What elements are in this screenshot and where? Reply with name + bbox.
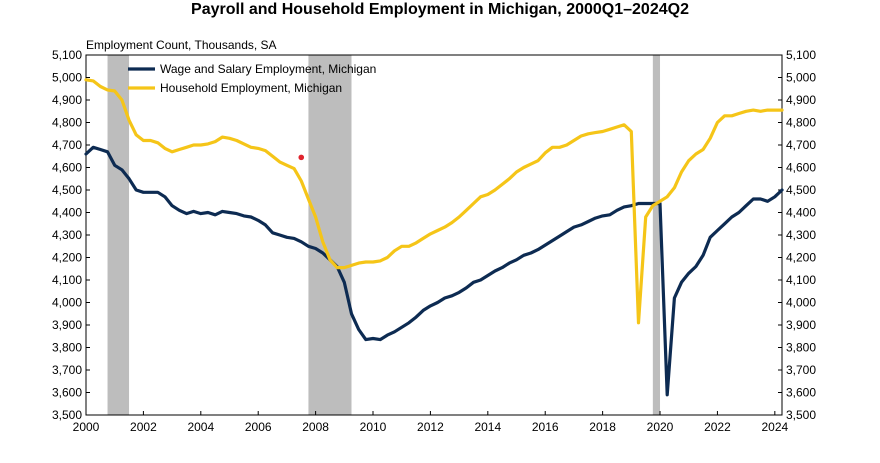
x-tick-label: 2014 bbox=[474, 420, 501, 434]
x-tick-label: 2018 bbox=[589, 420, 616, 434]
y-tick-label-right: 5,000 bbox=[786, 71, 816, 85]
legend-label-household: Household Employment, Michigan bbox=[160, 81, 342, 95]
y-tick-label-left: 4,500 bbox=[52, 183, 82, 197]
y-tick-label-right: 4,200 bbox=[786, 251, 816, 265]
y-tick-label-left: 4,600 bbox=[52, 161, 82, 175]
y-tick-label-right: 4,300 bbox=[786, 228, 816, 242]
x-tick-label: 2020 bbox=[647, 420, 674, 434]
y-tick-label-right: 3,800 bbox=[786, 341, 816, 355]
y-tick-label-left: 5,100 bbox=[52, 48, 82, 62]
y-tick-label-right: 4,100 bbox=[786, 273, 816, 287]
recession-band-2 bbox=[308, 55, 352, 415]
x-tick-label: 2008 bbox=[302, 420, 329, 434]
y-tick-label-right: 3,900 bbox=[786, 318, 816, 332]
y-tick-label-left: 4,000 bbox=[52, 296, 82, 310]
y-tick-label-right: 4,500 bbox=[786, 183, 816, 197]
y-tick-label-left: 3,600 bbox=[52, 386, 82, 400]
y-tick-label-left: 5,000 bbox=[52, 71, 82, 85]
y-tick-label-right: 4,400 bbox=[786, 206, 816, 220]
x-tick-label: 2012 bbox=[417, 420, 444, 434]
y-tick-label-left: 3,500 bbox=[52, 408, 82, 422]
series-line-wage-salary bbox=[84, 145, 784, 397]
y-tick-label-left: 4,900 bbox=[52, 93, 82, 107]
x-tick-label: 2024 bbox=[761, 420, 788, 434]
x-tick-label: 2016 bbox=[532, 420, 559, 434]
y-tick-label-right: 3,600 bbox=[786, 386, 816, 400]
y-tick-label-right: 4,000 bbox=[786, 296, 816, 310]
y-tick-label-left: 3,800 bbox=[52, 341, 82, 355]
x-tick-label: 2004 bbox=[187, 420, 214, 434]
y-tick-label-right: 3,500 bbox=[786, 408, 816, 422]
series-line-household bbox=[84, 78, 784, 325]
x-tick-label: 2000 bbox=[73, 420, 100, 434]
y-tick-label-left: 3,900 bbox=[52, 318, 82, 332]
recession-band-3 bbox=[652, 55, 661, 415]
y-tick-label-right: 5,100 bbox=[786, 48, 816, 62]
y-tick-label-left: 4,300 bbox=[52, 228, 82, 242]
y-axis-label: Employment Count, Thousands, SA bbox=[86, 38, 277, 52]
series-marker-dot bbox=[298, 154, 305, 161]
y-tick-label-left: 4,800 bbox=[52, 116, 82, 130]
y-tick-label-left: 4,200 bbox=[52, 251, 82, 265]
x-tick-label: 2006 bbox=[245, 420, 272, 434]
chart-title: Payroll and Household Employment in Mich… bbox=[191, 1, 689, 18]
y-tick-label-right: 4,600 bbox=[786, 161, 816, 175]
plot-frame bbox=[85, 54, 783, 416]
y-tick-label-left: 3,700 bbox=[52, 363, 82, 377]
x-tick-label: 2002 bbox=[130, 420, 157, 434]
y-tick-label-left: 4,700 bbox=[52, 138, 82, 152]
y-tick-label-right: 4,900 bbox=[786, 93, 816, 107]
y-tick-label-right: 4,800 bbox=[786, 116, 816, 130]
y-tick-label-right: 4,700 bbox=[786, 138, 816, 152]
x-tick-label: 2022 bbox=[704, 420, 731, 434]
legend-label-wage-salary: Wage and Salary Employment, Michigan bbox=[160, 62, 376, 76]
y-tick-label-left: 4,100 bbox=[52, 273, 82, 287]
recession-band-1 bbox=[107, 55, 130, 415]
x-tick-label: 2010 bbox=[360, 420, 387, 434]
y-tick-label-left: 4,400 bbox=[52, 206, 82, 220]
y-tick-label-right: 3,700 bbox=[786, 363, 816, 377]
